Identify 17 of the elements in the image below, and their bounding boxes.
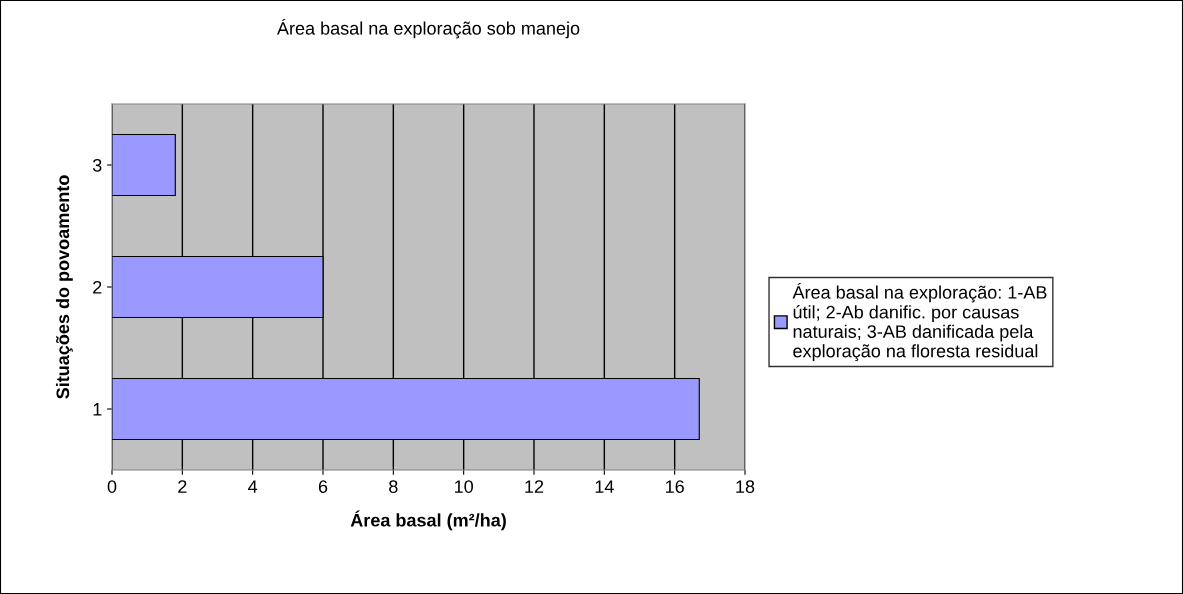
x-tick-label: 14 [595, 480, 614, 493]
x-tick-label: 12 [525, 480, 544, 493]
y-axis-title: Situações do povoamento [55, 175, 73, 399]
x-tick-label: 0 [107, 480, 117, 493]
x-tick-label: 10 [455, 480, 473, 493]
x-tick-label: 6 [318, 480, 328, 493]
legend-label: Área basal na exploração: 1-AB útil; 2-Ab danific. por causas naturais; 3-AB danificada pela exploração na floresta residual [792, 282, 1047, 362]
x-axis-title: Área basal (m²/ha) [350, 510, 506, 531]
x-tick-label: 16 [666, 480, 684, 493]
y-tick-label: 3 [92, 158, 102, 172]
x-tick-label: 18 [736, 480, 755, 493]
x-tick-label: 8 [389, 480, 398, 493]
x-tick-label: 4 [248, 480, 258, 493]
y-tick-label: 1 [93, 403, 102, 416]
y-tick-label: 2 [93, 280, 102, 294]
x-tick-label: 2 [178, 480, 187, 493]
chart-title: Área basal na exploração sob manejo [276, 18, 580, 39]
